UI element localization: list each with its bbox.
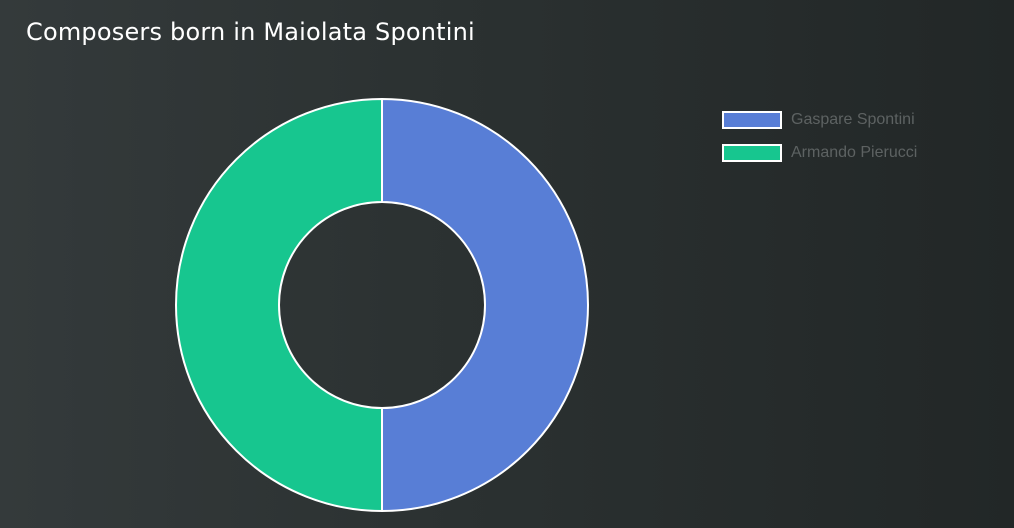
legend-item-armando-pierucci[interactable]: Armando Pierucci	[722, 142, 917, 164]
legend-item-gaspare-spontini[interactable]: Gaspare Spontini	[722, 109, 917, 131]
chart-legend: Gaspare Spontini Armando Pierucci	[722, 109, 917, 175]
chart-title: Composers born in Maiolata Spontini	[26, 18, 475, 46]
donut-slice-armando-pierucci[interactable]	[175, 97, 383, 513]
donut-slice-gaspare-spontini[interactable]	[381, 97, 589, 513]
legend-label: Gaspare Spontini	[791, 111, 915, 128]
legend-swatch	[722, 144, 782, 162]
legend-swatch	[722, 111, 782, 129]
legend-label: Armando Pierucci	[791, 144, 918, 161]
